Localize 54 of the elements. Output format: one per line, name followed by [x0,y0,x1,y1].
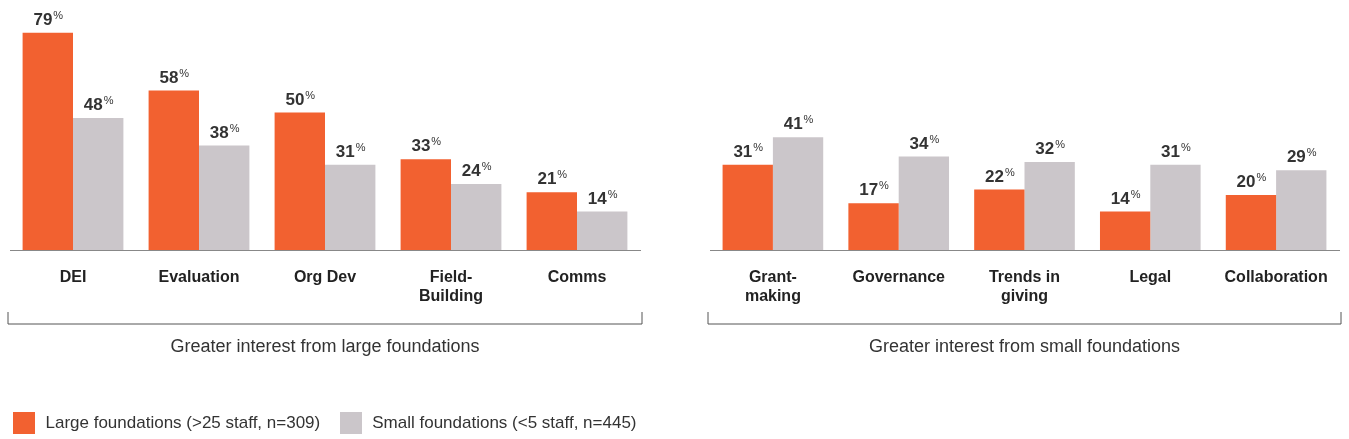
data-label: 31% [335,140,366,161]
bar [400,159,451,250]
bar [577,211,628,250]
data-label: 31% [1161,140,1192,161]
data-label: 17% [859,179,890,200]
bar [451,184,502,250]
data-label: 31% [733,140,764,161]
bar [1276,170,1327,250]
data-label: 38% [209,121,240,142]
data-label: 48% [83,94,114,114]
x-tick-label: Evaluation [158,268,240,286]
x-tick-label: Grant-making [744,268,801,305]
bar [526,192,577,250]
data-label: 20% [1236,171,1267,191]
data-label: 34% [909,132,940,153]
data-label: 14% [587,187,618,208]
bar [722,164,773,250]
x-tick-label: Collaboration [1224,268,1328,286]
bar [1024,162,1075,250]
legend-label: Large foundations (>25 staff, n=309) [45,413,321,433]
x-tick-label: Legal [1129,268,1172,286]
data-label: 33% [411,135,442,156]
text: Greater interest from large foundations [170,336,480,356]
data-label: 21% [537,168,568,189]
x-tick-label: DEI [59,268,87,286]
data-label: 50% [285,88,316,109]
text: Greater interest from small foundations [868,336,1181,356]
data-label: 24% [461,160,492,180]
bar [148,90,199,250]
data-label: 79% [33,8,64,29]
bar [898,156,950,250]
bar [22,32,73,250]
bar [325,164,376,250]
data-label: 32% [1035,138,1066,158]
legend-label: Small foundations (<5 staff, n=445) [372,413,637,433]
data-label: 29% [1286,146,1317,167]
data-label: 22% [984,165,1015,186]
bar [974,189,1025,250]
x-tick-label: Trends in giving [988,268,1061,305]
x-tick-label: Field-Building [419,268,483,305]
bar [1099,211,1151,250]
bar [274,112,325,250]
data-label: 14% [1110,187,1141,208]
bar [848,203,899,250]
bar [1150,164,1201,250]
bar [772,137,824,250]
bar [199,145,250,250]
x-tick-label: Org Dev [293,268,357,286]
x-tick-label: Governance [852,268,946,286]
data-label: 58% [159,66,190,87]
bar [73,118,124,250]
data-label: 41% [783,113,814,134]
bar [1225,195,1277,250]
x-tick-label: Comms [547,268,607,286]
